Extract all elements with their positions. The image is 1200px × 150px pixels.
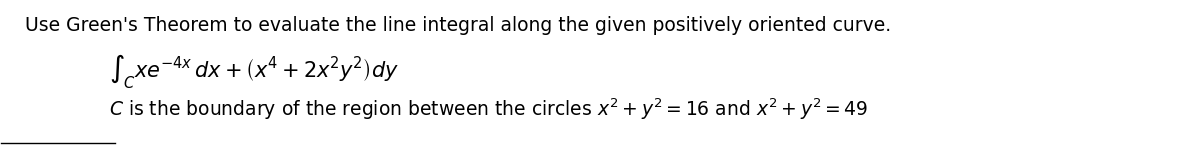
Text: Use Green's Theorem to evaluate the line integral along the given positively ori: Use Green's Theorem to evaluate the line… [25,16,892,35]
Text: $C$ is the boundary of the region between the circles $x^2 + y^2 = 16$ and $x^2 : $C$ is the boundary of the region betwee… [109,97,869,122]
Text: $\int_C xe^{-4x}\,dx + \left(x^4 + 2x^2y^2\right)dy$: $\int_C xe^{-4x}\,dx + \left(x^4 + 2x^2y… [109,53,400,92]
